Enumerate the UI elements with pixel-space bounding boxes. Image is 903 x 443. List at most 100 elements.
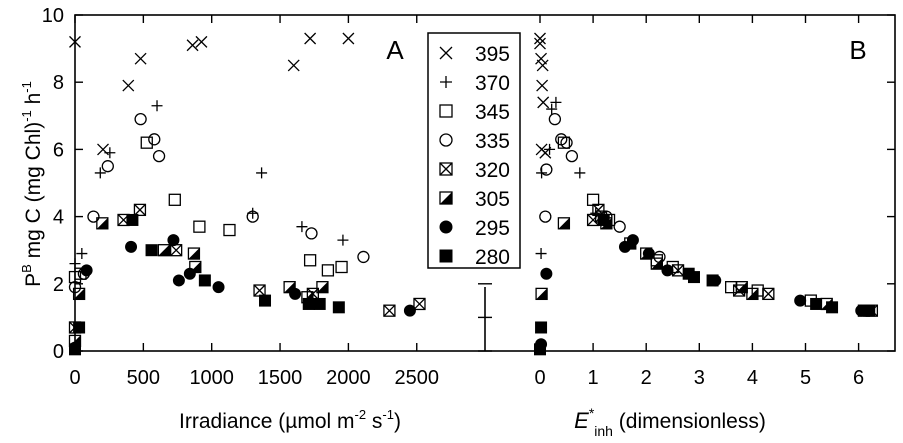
x-tick-label: 2500 [395,367,440,389]
data-point-335 [548,113,562,126]
y-tick-label: 2 [53,274,64,296]
data-point-345 [193,220,206,233]
data-point-295 [125,240,138,253]
legend-marker-370 [440,76,452,88]
data-point-370 [535,248,547,260]
data-point-395 [186,39,199,52]
legend-label: 305 [475,188,510,211]
legend-marker-395 [439,46,453,60]
data-point-280 [534,343,546,356]
data-point-345 [321,264,335,277]
x-tick-label: 1 [588,367,599,389]
x-tick-label: 1000 [189,367,234,389]
data-point-320 [170,244,183,257]
data-point-280 [145,244,158,257]
data-point-345 [335,260,348,274]
data-point-280 [73,321,86,334]
x-axis-title: Irradiance (µmol m-2 s-1) [179,407,401,433]
x-tick-label: 500 [127,367,160,389]
data-point-305 [746,287,759,301]
data-point-280 [332,301,345,314]
data-point-370 [256,167,268,179]
legend-label: 370 [475,72,510,95]
data-point-370 [296,221,308,233]
data-point-370 [574,167,586,179]
data-point-305 [316,281,329,294]
data-point-335 [560,136,573,149]
data-point-320 [253,284,266,297]
y-tick-label: 4 [53,207,64,229]
data-point-295 [80,264,93,277]
x-tick-label: 1500 [258,367,303,389]
data-point-335 [148,133,161,146]
data-point-335 [134,113,147,126]
data-point-335 [613,220,626,233]
y-tick-label: 8 [53,72,64,94]
data-point-280 [259,294,272,307]
data-point-345 [557,136,571,149]
data-point-295 [642,247,655,260]
data-point-395 [534,32,546,45]
data-point-335 [246,210,259,223]
data-point-345 [586,193,600,206]
legend-marker-335 [439,133,453,147]
legend-marker-320 [439,162,453,176]
data-point-395 [536,79,549,92]
data-point-295 [183,267,196,280]
data-point-280 [302,297,315,310]
data-point-295 [289,287,302,300]
x-tick-label: 0 [534,367,545,389]
data-point-280 [826,301,839,314]
data-point-370 [69,258,81,270]
data-point-370 [550,96,562,108]
data-point-280 [597,213,610,226]
data-point-305 [557,217,571,230]
data-point-345 [223,223,236,237]
data-point-395 [534,37,546,50]
legend-label: 295 [475,217,510,240]
data-point-295 [212,281,225,294]
data-point-295 [661,264,674,277]
data-point-370 [544,143,556,155]
data-point-345 [168,193,181,206]
legend-marker-305 [439,191,453,205]
x-tick-label: 2000 [326,367,371,389]
data-point-395 [195,35,208,48]
panel-label: B [849,35,866,65]
data-point-280 [126,213,139,226]
legend-label: 345 [475,101,510,124]
legend: 395 370 345 335 320 305 295 280 [427,32,521,269]
data-point-335 [87,210,100,223]
y-tick-label: 6 [53,139,64,161]
y-tick-label: 10 [42,5,64,27]
x-tick-label: 0 [69,367,80,389]
data-point-305 [735,281,748,294]
data-point-395 [535,52,548,65]
data-point-295 [794,294,807,307]
data-point-305 [187,247,201,260]
data-point-395 [304,32,317,45]
data-point-280 [535,321,548,334]
data-point-395 [69,35,81,48]
data-point-335 [565,149,579,163]
x-tick-label: 5 [800,367,811,389]
data-point-335 [305,227,318,240]
data-point-295 [540,267,553,280]
x-tick-label: 6 [853,367,864,389]
data-point-395 [134,52,147,65]
data-point-335 [540,163,553,176]
legend-marker-295 [439,220,453,234]
data-point-305 [72,287,86,301]
data-point-335 [539,210,552,223]
data-point-320 [133,203,147,217]
legend-marker-345 [439,104,453,118]
x-axis-title: E*inh (dimensionless) [574,405,766,439]
x-tick-label: 4 [747,367,758,389]
data-point-295 [403,304,416,317]
data-point-335 [101,160,114,173]
legend-label: 335 [475,130,510,153]
data-point-370 [337,234,349,246]
data-point-395 [342,32,355,45]
data-point-320 [592,203,605,217]
